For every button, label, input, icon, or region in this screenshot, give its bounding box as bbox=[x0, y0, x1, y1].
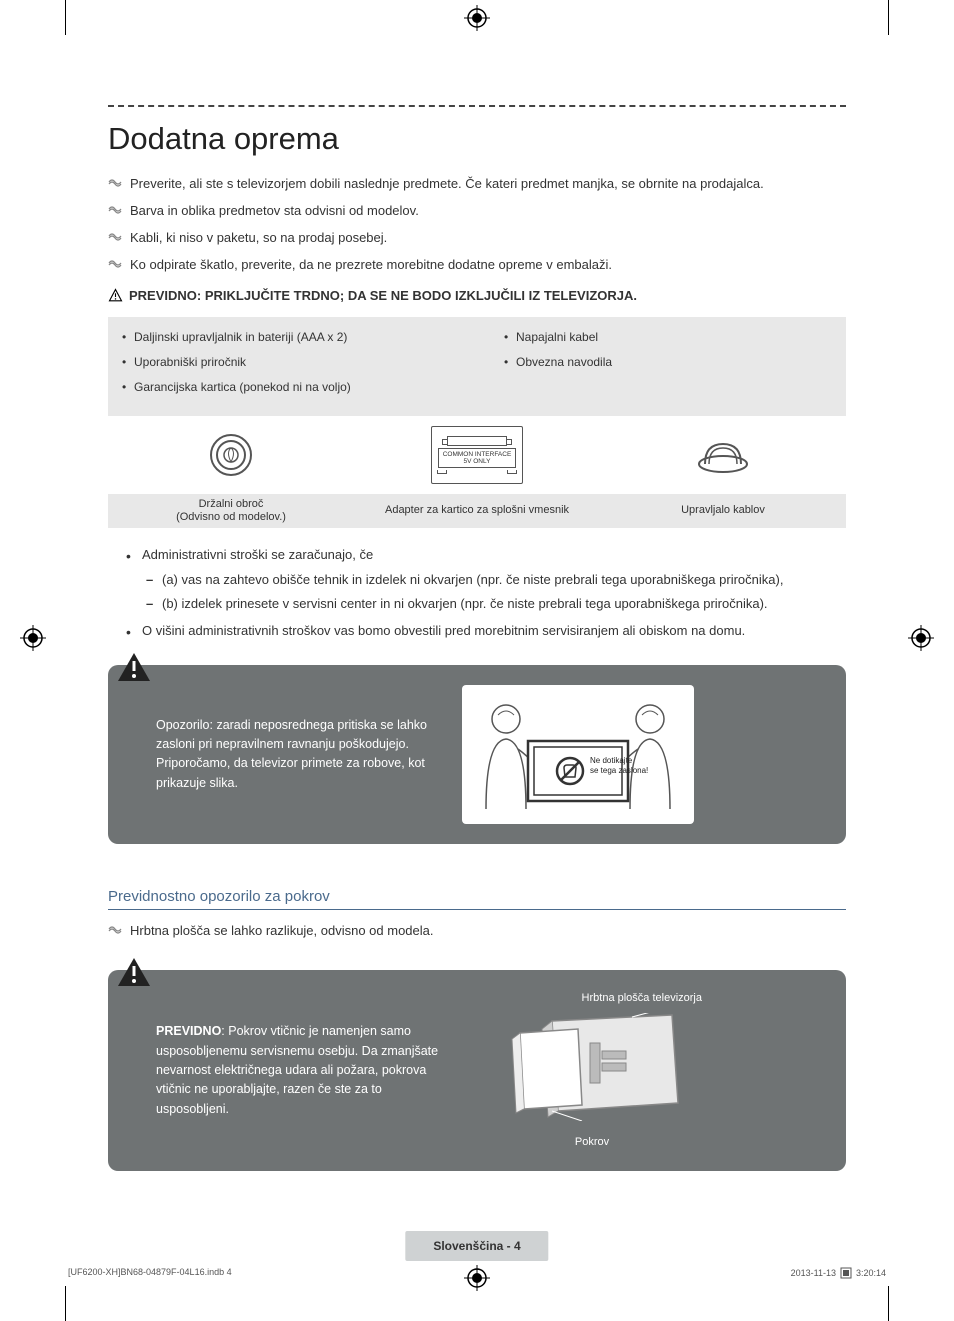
warning-text: PREVIDNO: PRIKLJUČITE TRDNO; DA SE NE BO… bbox=[129, 288, 637, 303]
note-item: Ko odpirate škatlo, preverite, da ne pre… bbox=[108, 256, 846, 275]
note-item: Hrbtna plošča se lahko razlikuje, odvisn… bbox=[108, 922, 846, 941]
registration-mark-icon bbox=[464, 5, 490, 31]
callout-illustration: Hrbtna plošča televizorja Pokrov bbox=[482, 990, 702, 1150]
accessory-item bbox=[600, 420, 846, 490]
bubble-text: Ne dotikajte bbox=[590, 756, 633, 765]
print-footer: [UF6200-XH]BN68-04879F-04L16.indb 4 2013… bbox=[68, 1267, 886, 1279]
note-item: Barva in oblika predmetov sta odvisni od… bbox=[108, 202, 846, 221]
alert-badge-icon bbox=[116, 956, 152, 988]
note-item: Kabli, ki niso v paketu, so na prodaj po… bbox=[108, 229, 846, 248]
registration-mark-icon bbox=[20, 625, 46, 651]
note-icon bbox=[108, 257, 122, 269]
section-divider bbox=[108, 105, 846, 107]
content-item: Napajalni kabel bbox=[494, 329, 836, 346]
content-item: Daljinski upravljalnik in bateriji (AAA … bbox=[112, 329, 454, 346]
clock-icon bbox=[840, 1267, 852, 1279]
callout-illustration: Ne dotikajte se tega zaslona! bbox=[462, 685, 694, 823]
note-icon bbox=[108, 176, 122, 188]
accessory-row: COMMON INTERFACE5V ONLY bbox=[108, 420, 846, 490]
crop-mark bbox=[888, 0, 889, 35]
ci-adapter-icon: COMMON INTERFACE5V ONLY bbox=[431, 420, 523, 490]
note-text: Ko odpirate škatlo, preverite, da ne pre… bbox=[130, 257, 612, 272]
warning-triangle-icon bbox=[108, 288, 123, 303]
contents-col-right: Napajalni kabel Obvezna navodila bbox=[494, 329, 836, 403]
ci-label: 5V ONLY bbox=[464, 458, 491, 465]
cable-holder-icon bbox=[695, 420, 751, 490]
note-text: Barva in oblika predmetov sta odvisni od… bbox=[130, 203, 419, 218]
print-filename: [UF6200-XH]BN68-04879F-04L16.indb 4 bbox=[68, 1267, 232, 1279]
alert-badge-icon bbox=[116, 651, 152, 683]
callout-text: Opozorilo: zaradi neposrednega pritiska … bbox=[156, 716, 436, 794]
crop-mark bbox=[65, 0, 66, 35]
accessory-caption: Držalni obroč(Odvisno od modelov.) bbox=[108, 494, 354, 528]
holder-ring-icon bbox=[208, 420, 254, 490]
content-item: Uporabniški priročnik bbox=[112, 354, 454, 371]
callout-text: PREVIDNO: Pokrov vtičnic je namenjen sam… bbox=[156, 1022, 456, 1119]
accessory-caption: Adapter za kartico za splošni vmesnik bbox=[354, 494, 600, 528]
print-timestamp: 2013-11-13 3:20:14 bbox=[791, 1267, 886, 1279]
content-item: Garancijska kartica (ponekod ni na voljo… bbox=[112, 379, 454, 396]
content-item: Obvezna navodila bbox=[494, 354, 836, 371]
accessory-item bbox=[108, 420, 354, 490]
footer-text: Slovenščina - 4 bbox=[433, 1239, 520, 1253]
page-content: Dodatna oprema Preverite, ali ste s tele… bbox=[108, 105, 846, 1271]
accessory-captions: Držalni obroč(Odvisno od modelov.) Adapt… bbox=[108, 494, 846, 528]
admin-item: Administrativni stroški se zaračunajo, č… bbox=[108, 546, 846, 615]
bubble-text: se tega zaslona! bbox=[590, 766, 648, 775]
note-text: Hrbtna plošča se lahko razlikuje, odvisn… bbox=[130, 923, 434, 938]
admin-item: O višini administrativnih stroškov vas b… bbox=[108, 622, 846, 641]
accessory-caption: Upravljalo kablov bbox=[600, 494, 846, 528]
contents-box: Daljinski upravljalnik in bateriji (AAA … bbox=[108, 317, 846, 415]
page-title: Dodatna oprema bbox=[108, 121, 846, 157]
admin-sub-item: (b) izdelek prinesete v servisni center … bbox=[142, 595, 846, 614]
note-item: Preverite, ali ste s televizorjem dobili… bbox=[108, 175, 846, 194]
note-icon bbox=[108, 203, 122, 215]
warning-line: PREVIDNO: PRIKLJUČITE TRDNO; DA SE NE BO… bbox=[108, 288, 846, 303]
note-icon bbox=[108, 230, 122, 242]
note-icon bbox=[108, 923, 122, 935]
note-text: Preverite, ali ste s televizorjem dobili… bbox=[130, 176, 764, 191]
note-text: Kabli, ki niso v paketu, so na prodaj po… bbox=[130, 230, 387, 245]
caution-callout: PREVIDNO: Pokrov vtičnic je namenjen sam… bbox=[108, 970, 846, 1170]
cover-label: Pokrov bbox=[482, 1134, 702, 1151]
warning-callout: Opozorilo: zaradi neposrednega pritiska … bbox=[108, 665, 846, 843]
sub-notes: Hrbtna plošča se lahko razlikuje, odvisn… bbox=[108, 922, 846, 941]
page-footer: Slovenščina - 4 bbox=[405, 1231, 548, 1261]
crop-mark bbox=[888, 1286, 889, 1321]
notes-list: Preverite, ali ste s televizorjem dobili… bbox=[108, 175, 846, 274]
admin-list: Administrativni stroški se zaračunajo, č… bbox=[108, 546, 846, 641]
back-panel-label: Hrbtna plošča televizorja bbox=[482, 990, 702, 1007]
subsection-heading: Previdnostno opozorilo za pokrov bbox=[108, 888, 846, 910]
admin-sub-item: (a) vas na zahtevo obišče tehnik in izde… bbox=[142, 571, 846, 590]
ci-label: COMMON INTERFACE bbox=[443, 451, 512, 458]
accessory-item: COMMON INTERFACE5V ONLY bbox=[354, 420, 600, 490]
crop-mark bbox=[65, 1286, 66, 1321]
contents-col-left: Daljinski upravljalnik in bateriji (AAA … bbox=[112, 329, 454, 403]
admin-head: Administrativni stroški se zaračunajo, č… bbox=[142, 547, 373, 562]
caution-label: PREVIDNO bbox=[156, 1024, 221, 1038]
registration-mark-icon bbox=[908, 625, 934, 651]
